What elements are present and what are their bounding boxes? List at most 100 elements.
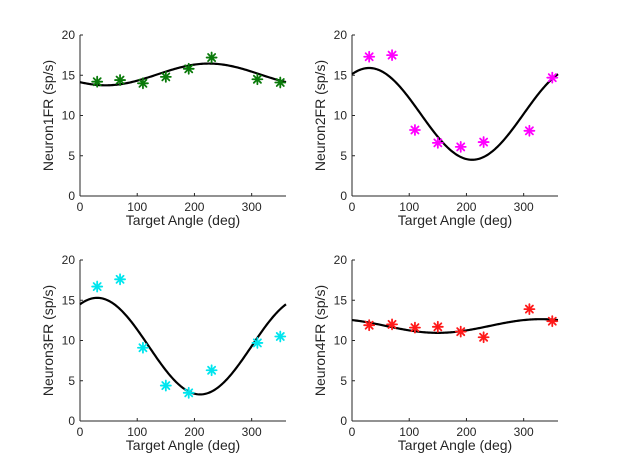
tuning-curve xyxy=(351,66,559,161)
data-point xyxy=(159,379,172,392)
x-tick-label: 300 xyxy=(514,425,534,439)
y-tick-label: 0 xyxy=(340,414,347,428)
data-point xyxy=(137,341,149,354)
y-tick-label: 5 xyxy=(340,149,347,163)
marker-stroke xyxy=(387,319,397,329)
x-tick-label: 200 xyxy=(456,425,476,439)
chart-panel-1: 0 100 200 300 0 5 10 15 20 Target Angle (deg) Neur… xyxy=(40,28,287,228)
y-axis-label: Neuron4FR (sp/s) xyxy=(312,285,328,396)
y-tick-label: 0 xyxy=(68,414,75,428)
y-tick-label: 15 xyxy=(334,293,348,307)
y-tick-label: 10 xyxy=(62,334,76,348)
x-axis-label: Target Angle (deg) xyxy=(126,437,240,453)
tuning-curve xyxy=(79,62,287,87)
marker-stroke xyxy=(252,74,262,84)
data-point xyxy=(363,50,376,63)
marker-stroke xyxy=(433,322,443,332)
marker-stroke xyxy=(92,77,102,87)
data-point xyxy=(431,320,444,333)
marker-stroke xyxy=(456,327,466,337)
y-axis-label: Neuron3FR (sp/s) xyxy=(40,285,56,396)
y-tick-label: 15 xyxy=(62,293,76,307)
data-point xyxy=(363,319,376,332)
data-point xyxy=(159,70,172,83)
marker-stroke xyxy=(275,78,285,87)
data-point xyxy=(251,337,264,349)
data-point xyxy=(523,303,536,316)
marker-stroke xyxy=(184,64,194,74)
data-point xyxy=(182,62,195,75)
y-axis-label: Neuron1FR (sp/s) xyxy=(40,60,56,171)
marker-stroke xyxy=(547,316,557,326)
marker-stroke xyxy=(115,75,125,85)
x-tick-label: 0 xyxy=(77,425,84,439)
x-axis-label: Target Angle (deg) xyxy=(398,437,512,453)
y-tick-label: 5 xyxy=(340,374,347,388)
data-point xyxy=(477,136,490,148)
data-point xyxy=(431,136,444,149)
marker-stroke xyxy=(547,73,557,83)
marker-stroke xyxy=(161,72,171,82)
data-point xyxy=(274,76,287,89)
y-tick-label: 0 xyxy=(340,189,347,203)
marker-stroke xyxy=(252,338,262,348)
data-point xyxy=(477,331,490,344)
marker-stroke xyxy=(207,53,217,62)
data-point xyxy=(386,318,398,331)
marker-stroke xyxy=(410,323,420,333)
data-point xyxy=(114,74,126,86)
x-tick-label: 100 xyxy=(127,200,147,214)
x-tick-label: 0 xyxy=(77,200,84,214)
data-point xyxy=(546,71,559,84)
marker-stroke xyxy=(115,274,125,284)
x-tick-label: 200 xyxy=(456,200,476,214)
x-tick-label: 100 xyxy=(399,200,419,214)
y-tick-label: 10 xyxy=(62,109,76,123)
x-axis-label: Target Angle (deg) xyxy=(398,212,512,228)
chart-panel-4: 0 100 200 300 0 5 10 15 20 Target Angle (deg) Neur… xyxy=(312,253,559,453)
marker-stroke xyxy=(275,332,285,341)
marker-stroke xyxy=(410,125,420,135)
marker-stroke xyxy=(479,332,489,342)
marker-stroke xyxy=(207,365,217,375)
y-tick-label: 0 xyxy=(68,189,75,203)
x-tick-label: 0 xyxy=(349,425,356,439)
x-tick-label: 300 xyxy=(242,200,262,214)
data-point xyxy=(91,75,104,88)
data-point xyxy=(523,124,536,137)
data-point xyxy=(114,273,126,286)
marker-stroke xyxy=(138,343,148,353)
chart-panel-3: 0 100 200 300 0 5 10 15 20 Target Angle (deg) Neur… xyxy=(40,253,287,453)
marker-stroke xyxy=(184,388,194,398)
x-tick-label: 100 xyxy=(127,425,147,439)
x-tick-label: 300 xyxy=(514,200,534,214)
x-axis-label: Target Angle (deg) xyxy=(126,212,240,228)
y-tick-label: 15 xyxy=(334,68,348,82)
y-tick-label: 15 xyxy=(62,68,76,82)
tuning-curve xyxy=(351,318,559,334)
marker-stroke xyxy=(387,50,397,60)
data-point xyxy=(454,325,467,338)
x-tick-label: 300 xyxy=(242,425,262,439)
marker-stroke xyxy=(92,282,102,292)
x-tick-label: 100 xyxy=(399,425,419,439)
y-tick-label: 5 xyxy=(68,149,75,163)
y-tick-label: 10 xyxy=(334,334,348,348)
tuning-curve xyxy=(79,296,287,396)
x-tick-label: 200 xyxy=(184,425,204,439)
marker-stroke xyxy=(433,138,443,148)
data-point xyxy=(274,330,287,343)
data-point xyxy=(454,140,467,153)
y-tick-label: 20 xyxy=(334,28,348,42)
y-axis-label: Neuron2FR (sp/s) xyxy=(312,60,328,171)
x-tick-label: 200 xyxy=(184,200,204,214)
marker-stroke xyxy=(138,78,148,88)
data-point xyxy=(137,77,149,90)
data-point xyxy=(205,51,218,64)
marker-stroke xyxy=(161,381,171,391)
marker-stroke xyxy=(524,126,534,136)
data-point xyxy=(251,73,264,86)
chart-panel-2: 0 100 200 300 0 5 10 15 20 Target Angle (deg) Neur… xyxy=(312,28,559,228)
data-point xyxy=(409,124,421,136)
